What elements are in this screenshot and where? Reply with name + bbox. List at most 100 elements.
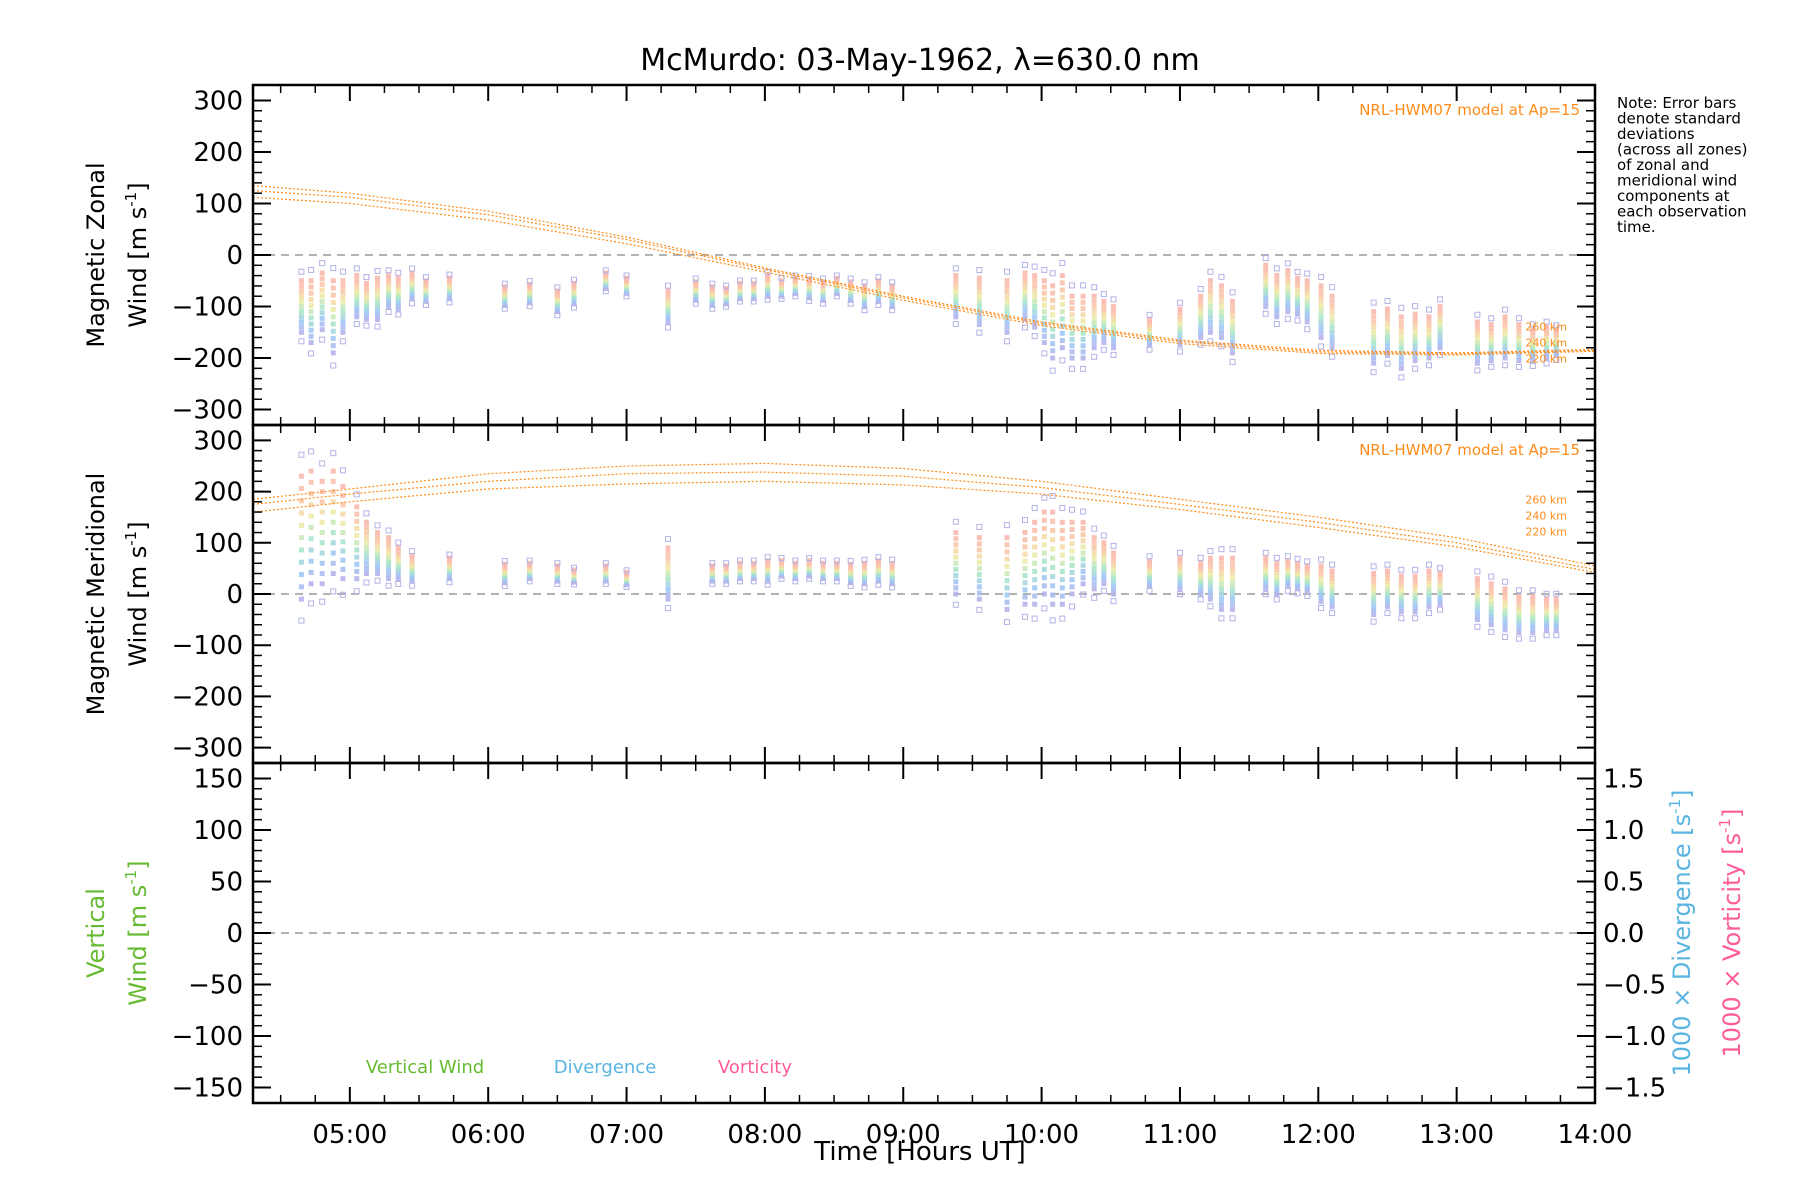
obs-point — [1437, 586, 1443, 592]
obs-point — [354, 273, 360, 279]
obs-point — [1198, 588, 1204, 594]
obs-point — [363, 291, 369, 297]
obs-point — [1004, 319, 1010, 325]
obs-point — [1398, 602, 1404, 608]
obs-point — [976, 312, 982, 318]
obs-point — [330, 550, 336, 556]
obs-point — [409, 578, 415, 584]
altitude-label: 260 km — [1525, 320, 1567, 333]
obs-point — [953, 591, 959, 597]
obs-point — [1177, 564, 1183, 570]
obs-point — [409, 296, 415, 302]
obs-point — [1371, 329, 1377, 335]
obs-point — [1177, 310, 1183, 316]
y-axis-title-close: ] — [124, 182, 152, 191]
error-bar-end — [1304, 558, 1311, 565]
obs-point — [1218, 298, 1224, 304]
obs-point — [1032, 314, 1038, 320]
obs-point — [1412, 353, 1418, 359]
error-bar-end — [1488, 628, 1495, 635]
error-bar-end — [1515, 363, 1522, 370]
error-bar-end — [395, 539, 402, 546]
obs-point — [1488, 593, 1494, 599]
obs-point — [1474, 319, 1480, 325]
obs-point — [1198, 579, 1204, 585]
obs-point — [1318, 595, 1324, 601]
obs-point — [1516, 615, 1522, 621]
obs-point — [308, 302, 314, 308]
error-bar-end — [570, 304, 577, 311]
obs-point — [409, 565, 415, 571]
obs-point — [1553, 345, 1559, 351]
obs-point — [1274, 579, 1280, 585]
obs-point — [308, 284, 314, 290]
obs-point — [1022, 587, 1028, 593]
error-bar-end — [778, 295, 785, 302]
obs-point — [1530, 330, 1536, 336]
obs-point — [1091, 550, 1097, 556]
obs-point — [1553, 608, 1559, 614]
obs-point — [1530, 342, 1536, 348]
obs-point — [1426, 347, 1432, 353]
obs-point — [1516, 626, 1522, 632]
error-bar-end — [1146, 587, 1153, 594]
obs-point — [1032, 527, 1038, 533]
obs-point — [1474, 617, 1480, 623]
error-bar-end — [1004, 618, 1011, 625]
obs-point — [1101, 315, 1107, 321]
obs-point — [308, 296, 314, 302]
obs-point — [1304, 565, 1310, 571]
error-bar-end — [820, 557, 827, 564]
obs-point — [363, 316, 369, 322]
obs-point — [571, 280, 577, 286]
obs-point — [1474, 580, 1480, 586]
obs-point — [1426, 355, 1432, 361]
obs-point — [1474, 331, 1480, 337]
obs-point — [502, 561, 508, 567]
obs-point — [1516, 622, 1522, 628]
obs-point — [308, 321, 314, 327]
obs-point — [298, 510, 304, 516]
y-axis-title-line2: Wind [m s-1] — [122, 182, 152, 327]
obs-point — [1553, 332, 1559, 338]
error-bar-end — [792, 557, 799, 564]
obs-point — [1502, 619, 1508, 625]
obs-point — [340, 557, 346, 563]
obs-point — [308, 290, 314, 296]
obs-point — [1412, 311, 1418, 317]
obs-point — [1101, 544, 1107, 550]
obs-point — [1207, 576, 1213, 582]
obs-point — [1069, 299, 1075, 305]
obs-point — [340, 298, 346, 304]
obs-point — [363, 302, 369, 308]
obs-point — [1474, 348, 1480, 354]
error-bar-end — [319, 260, 326, 267]
obs-point — [409, 283, 415, 289]
obs-point — [1398, 360, 1404, 366]
obs-point — [1041, 517, 1047, 523]
obs-point — [1069, 534, 1075, 540]
obs-point — [1022, 279, 1028, 285]
obs-point — [1218, 309, 1224, 315]
obs-point — [1274, 314, 1280, 320]
error-bar-end — [1318, 604, 1325, 611]
obs-point — [1304, 583, 1310, 589]
error-bar-end — [1031, 615, 1038, 622]
obs-point — [1004, 585, 1010, 591]
obs-point — [1398, 365, 1404, 371]
obs-point — [1101, 335, 1107, 341]
obs-point — [1304, 307, 1310, 313]
obs-point — [1544, 324, 1550, 330]
error-bar-end — [385, 308, 392, 315]
error-bar-end — [1229, 358, 1236, 365]
obs-point — [1059, 338, 1065, 344]
obs-point — [1488, 354, 1494, 360]
obs-point — [340, 566, 346, 572]
obs-point — [1274, 560, 1280, 566]
error-bar-end — [623, 293, 630, 300]
obs-point — [1412, 584, 1418, 590]
obs-point — [1198, 293, 1204, 299]
obs-point — [1111, 591, 1117, 597]
